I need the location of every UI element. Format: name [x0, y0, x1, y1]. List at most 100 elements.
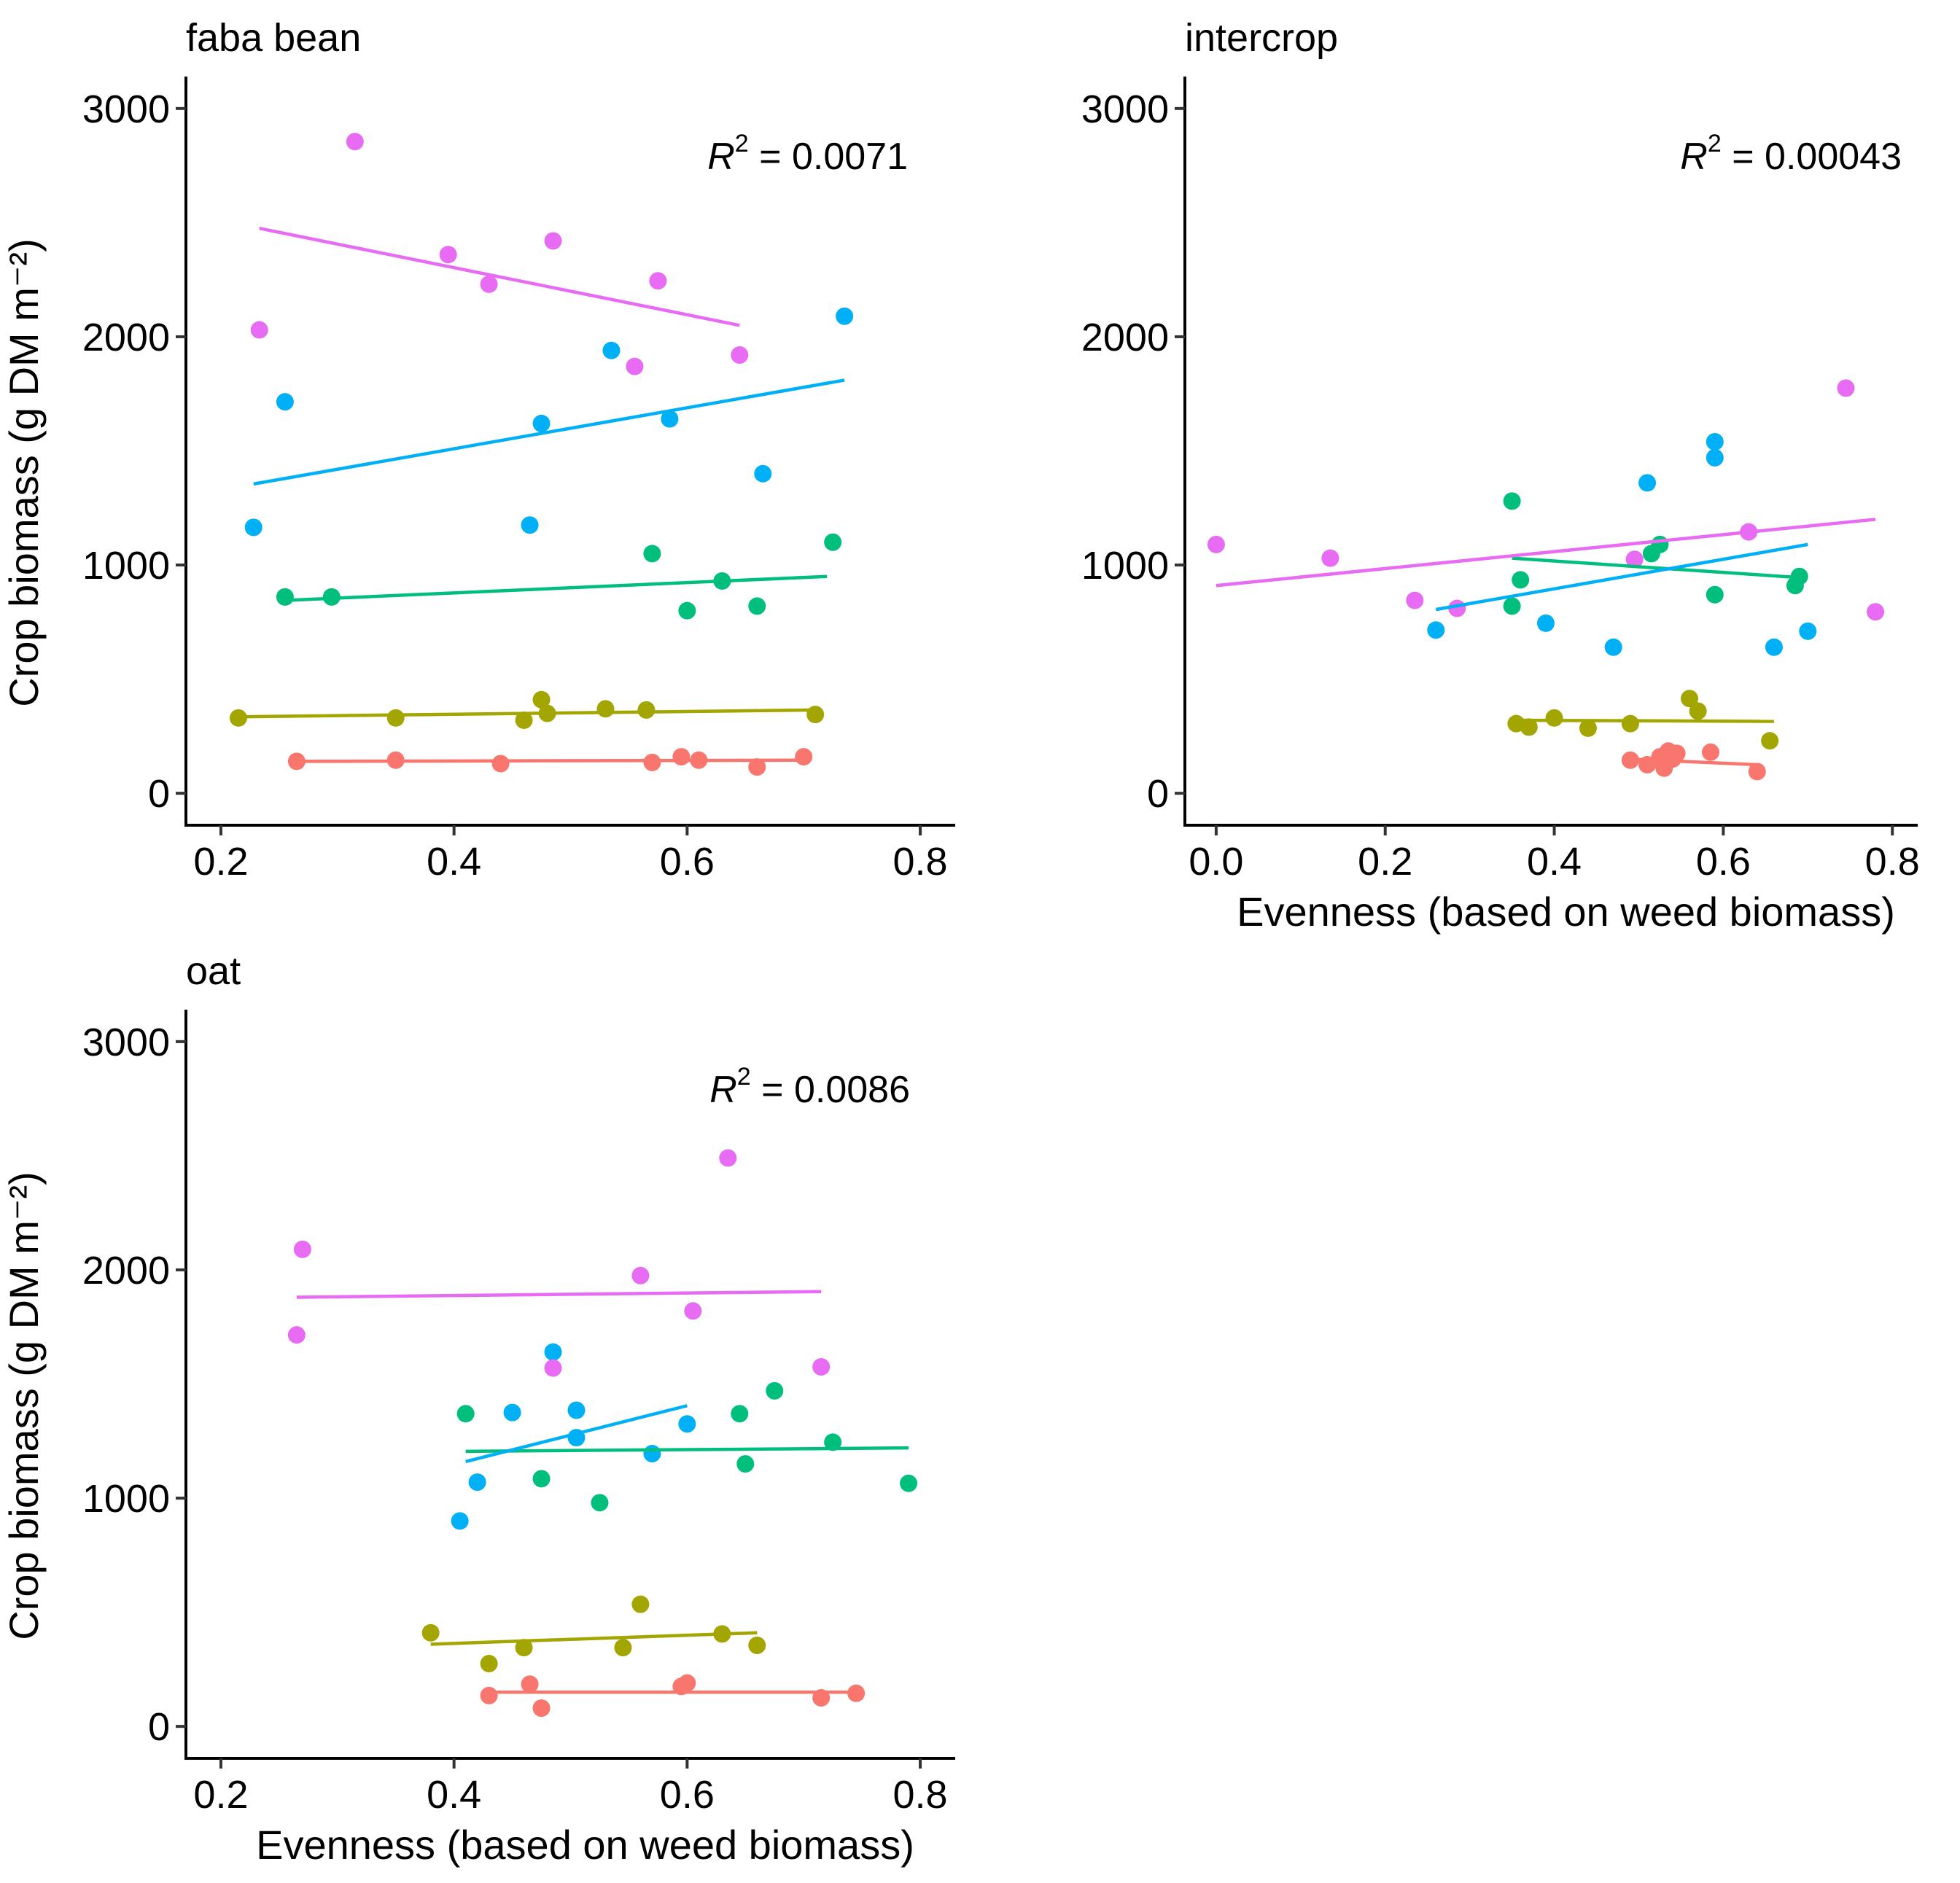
data-point [766, 1381, 784, 1400]
data-point [1427, 621, 1445, 639]
data-point [456, 1405, 475, 1423]
data-point [544, 232, 562, 250]
data-point [532, 1699, 551, 1718]
data-point [626, 357, 644, 375]
x-tick-label: 0.4 [427, 1773, 481, 1817]
y-tick-label: 1000 [1081, 544, 1169, 588]
data-point [649, 272, 667, 290]
data-point [678, 601, 696, 620]
data-point [532, 690, 551, 709]
r-squared-symbol: R [707, 136, 735, 178]
data-point [491, 755, 510, 773]
data-point [1702, 743, 1720, 761]
x-tick-label: 0.2 [1358, 840, 1412, 884]
r-squared-superscript: 2 [735, 130, 749, 157]
data-point [614, 1639, 632, 1657]
r-squared-annotation: R2 = 0.0071 [707, 130, 908, 178]
series-2 [456, 1381, 918, 1512]
data-point [900, 1474, 918, 1492]
fit-line [284, 574, 828, 602]
fit-line [1435, 542, 1808, 612]
x-tick-label: 0.0 [1189, 840, 1243, 884]
panel-1: intercrop 0 1000 2000 3000 0.0 0.2 0.4 0.6 0.8 Eve… [1081, 16, 1920, 935]
series-4 [287, 1149, 831, 1377]
fit-line [1516, 718, 1774, 723]
r-squared-annotation: R2 = 0.00043 [1680, 130, 1902, 178]
series-3 [244, 307, 854, 537]
data-point [719, 1149, 737, 1167]
data-point [596, 700, 615, 718]
r-squared-symbol: R [1680, 136, 1708, 178]
series-3 [1427, 432, 1817, 656]
fit-line [1630, 757, 1757, 767]
panel-2: oat 0 1000 2000 3000 0.2 0.4 0.6 0.8 Crop biomass… [1, 949, 955, 1868]
data-point [1625, 550, 1644, 569]
data-point [1321, 549, 1339, 567]
x-tick-label: 0.6 [1696, 840, 1751, 884]
fit-line [296, 758, 804, 763]
x-axis-label: Evenness (based on weed biomass) [256, 1822, 914, 1868]
data-point [812, 1358, 831, 1376]
data-point [244, 518, 262, 537]
fit-line [430, 1631, 758, 1646]
x-tick-label: 0.8 [893, 1773, 948, 1817]
y-tick-label: 1000 [82, 1477, 170, 1521]
data-point [1638, 474, 1657, 492]
data-point [643, 545, 661, 563]
y-tick-label: 3000 [1081, 87, 1169, 131]
data-point [678, 1674, 696, 1692]
r-squared-value: = 0.00043 [1722, 136, 1902, 178]
y-tick-label: 2000 [82, 316, 170, 359]
series-4 [1207, 379, 1885, 621]
data-point [661, 410, 679, 428]
data-point [748, 597, 766, 615]
data-point [1706, 448, 1724, 467]
fit-line [238, 708, 816, 719]
data-point [1406, 591, 1424, 609]
data-point [1651, 535, 1669, 553]
data-point [643, 1444, 661, 1462]
series-1 [421, 1595, 766, 1673]
data-point [1748, 763, 1766, 781]
x-tick-label: 0.6 [660, 1773, 715, 1817]
y-tick-label: 0 [148, 772, 170, 816]
data-point [451, 1512, 469, 1530]
y-tick-label: 0 [148, 1705, 170, 1749]
data-point [567, 1401, 586, 1419]
data-point [532, 1470, 551, 1488]
fit-line [1512, 556, 1800, 580]
r-squared-superscript: 2 [737, 1063, 751, 1091]
data-point [1761, 732, 1779, 750]
fit-line [253, 378, 845, 486]
data-point [1579, 719, 1597, 737]
r-squared-superscript: 2 [1708, 130, 1722, 157]
data-point [1799, 622, 1817, 640]
data-point [836, 307, 854, 325]
data-point [1706, 432, 1724, 451]
data-point [795, 748, 813, 766]
panel-title: oat [186, 949, 241, 993]
data-point [250, 321, 268, 339]
data-point [1520, 718, 1538, 736]
data-point [631, 1595, 650, 1613]
data-point [515, 1639, 533, 1657]
x-tick-label: 0.8 [1865, 840, 1920, 884]
data-point [421, 1623, 440, 1642]
data-point [1503, 597, 1521, 615]
data-point [439, 246, 457, 264]
fit-line [1216, 518, 1876, 588]
x-tick-label: 0.2 [193, 840, 248, 884]
fit-line [465, 1404, 688, 1464]
data-point [824, 533, 842, 551]
x-tick-label: 0.6 [660, 840, 715, 884]
data-point [591, 1494, 609, 1512]
r-squared-annotation: R2 = 0.0086 [709, 1063, 910, 1111]
y-tick-label: 2000 [82, 1249, 170, 1293]
data-point [1604, 638, 1622, 656]
data-point [287, 1326, 306, 1344]
data-point [480, 1686, 498, 1704]
y-tick-label: 0 [1147, 772, 1169, 816]
x-tick-label: 0.2 [193, 1773, 248, 1817]
series-2 [276, 533, 842, 620]
